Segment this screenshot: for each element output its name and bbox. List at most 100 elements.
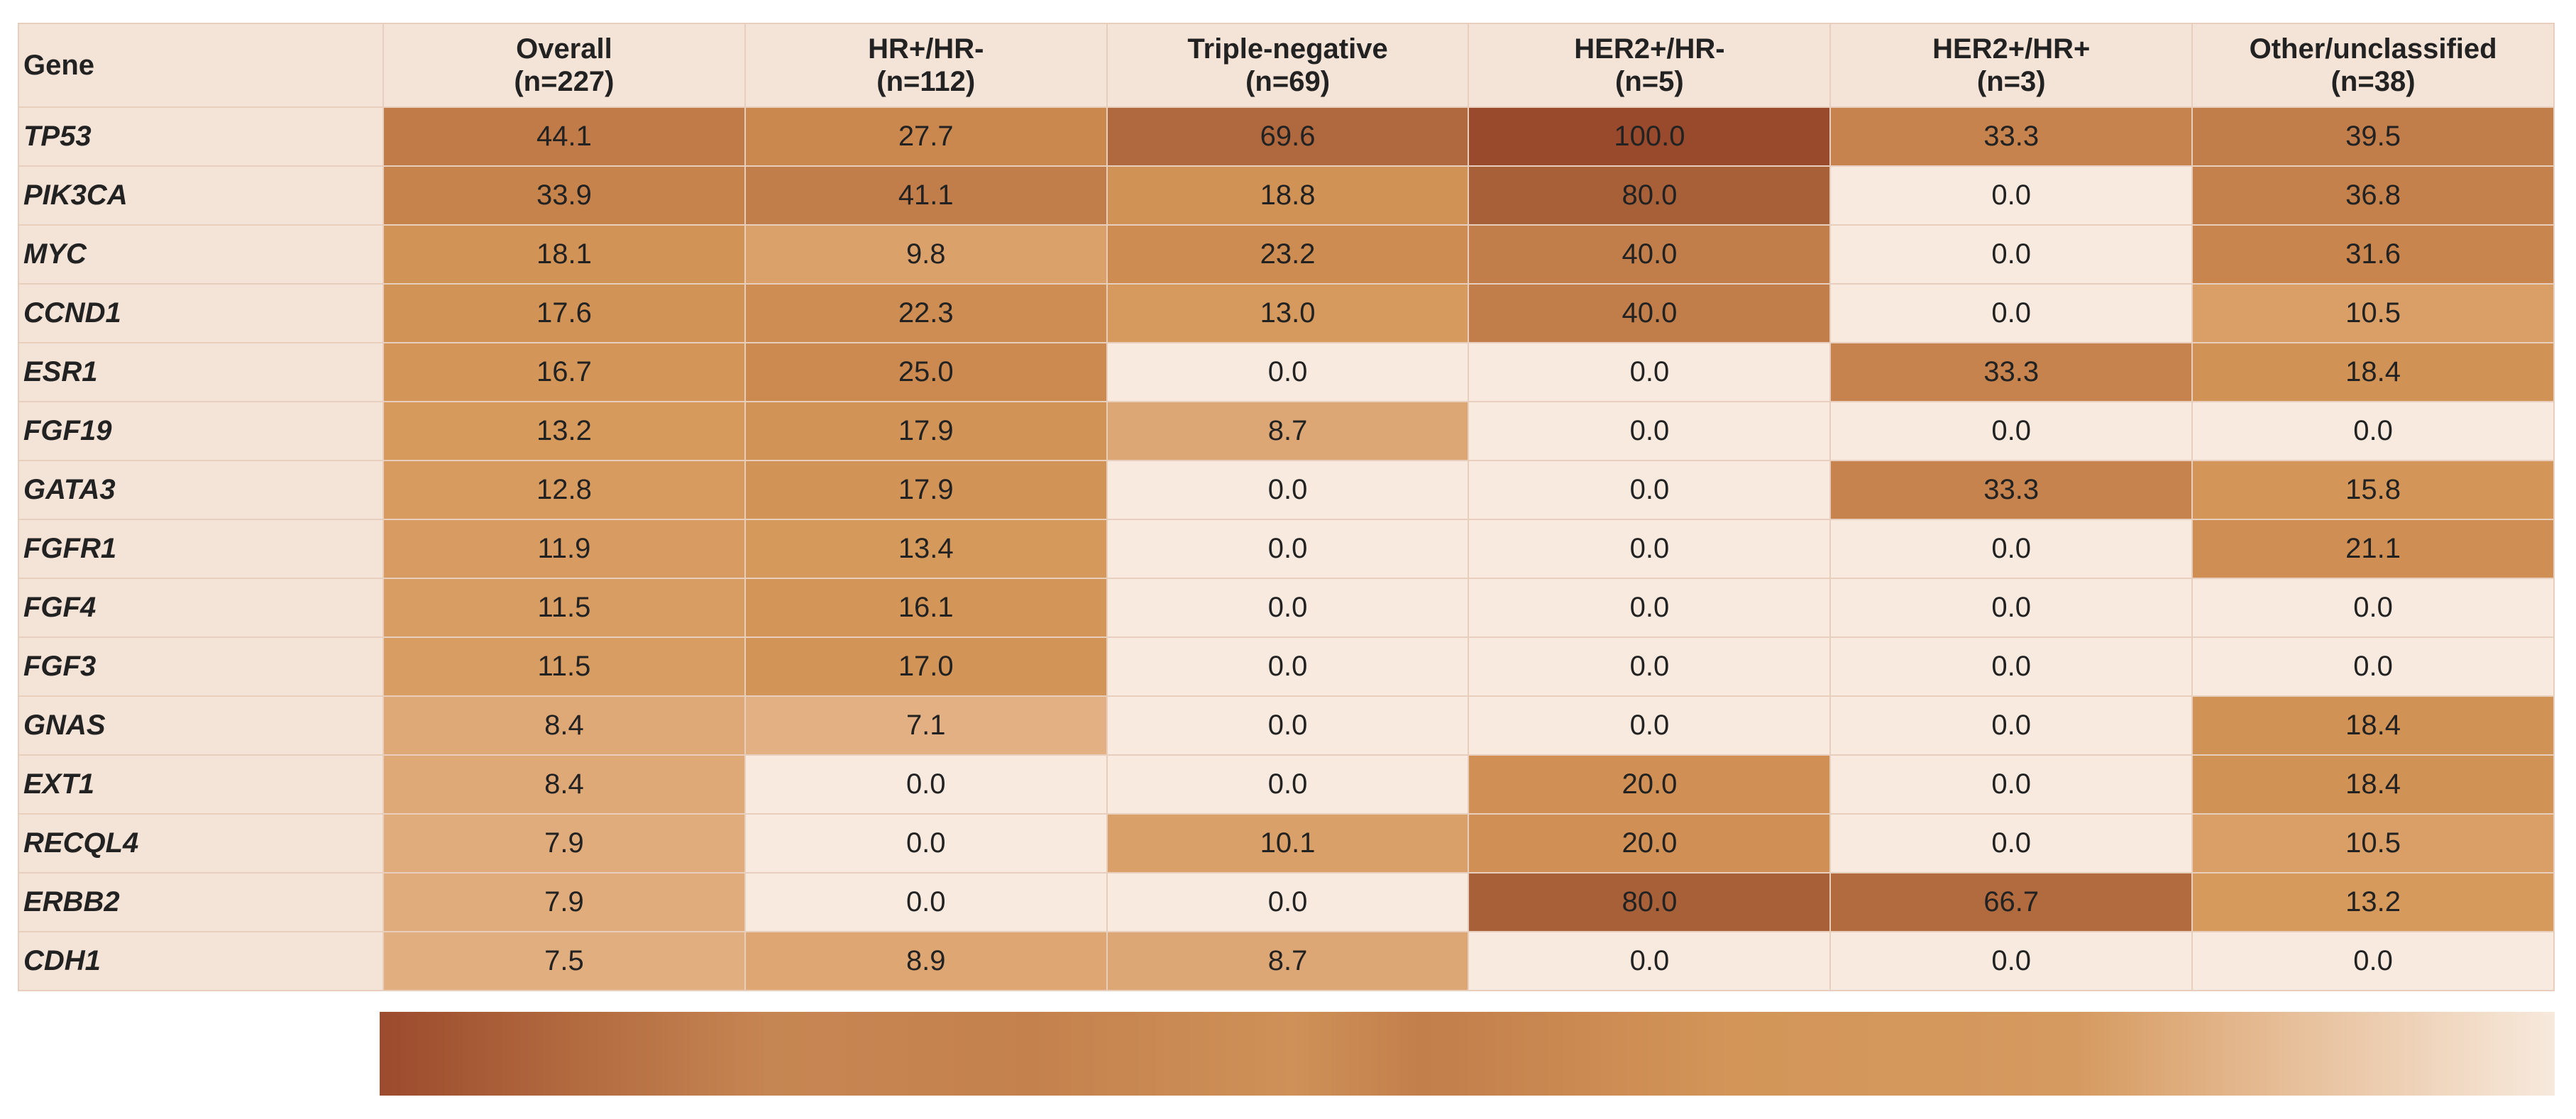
value-cell: 22.3	[744, 283, 1108, 343]
value-cell: 33.3	[1829, 106, 2194, 167]
value-cell: 0.0	[1468, 695, 1832, 756]
value-cell: 0.0	[744, 754, 1108, 815]
gene-name: GNAS	[18, 695, 384, 756]
value-cell: 16.1	[744, 578, 1108, 638]
color-scale-bar	[380, 1012, 2555, 1096]
value-cell: 0.0	[1106, 636, 1470, 697]
gene-name: TP53	[18, 106, 384, 167]
value-cell: 31.6	[2191, 224, 2555, 285]
value-cell: 0.0	[1829, 283, 2194, 343]
value-cell: 0.0	[1468, 519, 1832, 579]
value-cell: 8.4	[382, 754, 746, 815]
value-cell: 0.0	[2191, 931, 2555, 991]
value-cell: 0.0	[744, 872, 1108, 932]
value-cell: 0.0	[1829, 695, 2194, 756]
value-cell: 17.9	[744, 460, 1108, 520]
value-cell: 11.5	[382, 578, 746, 638]
value-cell: 10.5	[2191, 283, 2555, 343]
gene-name: EXT1	[18, 754, 384, 815]
table-row: TP53 44.1 27.7 69.6 100.0 33.3 39.5	[18, 106, 2555, 167]
value-cell: 13.4	[744, 519, 1108, 579]
value-cell: 8.9	[744, 931, 1108, 991]
table-row: MYC 18.1 9.8 23.2 40.0 0.0 31.6	[18, 224, 2555, 285]
value-cell: 0.0	[1468, 460, 1832, 520]
value-cell: 15.8	[2191, 460, 2555, 520]
value-cell: 0.0	[2191, 636, 2555, 697]
gene-name: FGF3	[18, 636, 384, 697]
value-cell: 20.0	[1468, 813, 1832, 873]
value-cell: 18.4	[2191, 695, 2555, 756]
value-cell: 0.0	[1106, 460, 1470, 520]
gene-name: FGF19	[18, 401, 384, 461]
value-cell: 33.9	[382, 165, 746, 226]
value-cell: 18.4	[2191, 754, 2555, 815]
value-cell: 8.7	[1106, 931, 1470, 991]
value-cell: 18.1	[382, 224, 746, 285]
table-row: CCND1 17.6 22.3 13.0 40.0 0.0 10.5	[18, 283, 2555, 343]
value-cell: 0.0	[1829, 813, 2194, 873]
gene-name: CCND1	[18, 283, 384, 343]
header-row: Gene Overall (n=227) HR+/HR- (n=112) Triple…	[18, 23, 2555, 108]
gene-name: MYC	[18, 224, 384, 285]
gene-name: PIK3CA	[18, 165, 384, 226]
table-row: FGF4 11.5 16.1 0.0 0.0 0.0 0.0	[18, 578, 2555, 638]
value-cell: 9.8	[744, 224, 1108, 285]
value-cell: 18.8	[1106, 165, 1470, 226]
table-row: EXT1 8.4 0.0 0.0 20.0 0.0 18.4	[18, 754, 2555, 815]
value-cell: 66.7	[1829, 872, 2194, 932]
column-header: HER2+/HR- (n=5)	[1468, 23, 1832, 108]
value-cell: 7.1	[744, 695, 1108, 756]
value-cell: 0.0	[1106, 519, 1470, 579]
value-cell: 0.0	[1106, 342, 1470, 402]
table-row: FGF19 13.2 17.9 8.7 0.0 0.0 0.0	[18, 401, 2555, 461]
table-row: RECQL4 7.9 0.0 10.1 20.0 0.0 10.5	[18, 813, 2555, 873]
value-cell: 0.0	[2191, 578, 2555, 638]
value-cell: 17.9	[744, 401, 1108, 461]
value-cell: 100.0	[1468, 106, 1832, 167]
value-cell: 0.0	[1468, 636, 1832, 697]
gene-name: FGF4	[18, 578, 384, 638]
column-header: Triple-negative (n=69)	[1106, 23, 1470, 108]
value-cell: 0.0	[1106, 578, 1470, 638]
value-cell: 0.0	[1829, 165, 2194, 226]
gene-name: RECQL4	[18, 813, 384, 873]
value-cell: 0.0	[1468, 578, 1832, 638]
value-cell: 0.0	[2191, 401, 2555, 461]
table-row: CDH1 7.5 8.9 8.7 0.0 0.0 0.0	[18, 931, 2555, 991]
value-cell: 7.5	[382, 931, 746, 991]
value-cell: 0.0	[1468, 342, 1832, 402]
gene-header: Gene	[18, 23, 384, 108]
value-cell: 0.0	[1829, 401, 2194, 461]
value-cell: 16.7	[382, 342, 746, 402]
table-row: ESR1 16.7 25.0 0.0 0.0 33.3 18.4	[18, 342, 2555, 402]
value-cell: 25.0	[744, 342, 1108, 402]
table-row: ERBB2 7.9 0.0 0.0 80.0 66.7 13.2	[18, 872, 2555, 932]
gene-name: GATA3	[18, 460, 384, 520]
value-cell: 41.1	[744, 165, 1108, 226]
value-cell: 0.0	[1829, 754, 2194, 815]
value-cell: 0.0	[744, 813, 1108, 873]
heatmap-table: Gene Overall (n=227) HR+/HR- (n=112) Triple…	[18, 23, 2555, 991]
value-cell: 21.1	[2191, 519, 2555, 579]
value-cell: 80.0	[1468, 872, 1832, 932]
column-header: Other/unclassified (n=38)	[2191, 23, 2555, 108]
value-cell: 8.4	[382, 695, 746, 756]
value-cell: 39.5	[2191, 106, 2555, 167]
table-row: FGFR1 11.9 13.4 0.0 0.0 0.0 21.1	[18, 519, 2555, 579]
value-cell: 0.0	[1829, 519, 2194, 579]
value-cell: 27.7	[744, 106, 1108, 167]
value-cell: 18.4	[2191, 342, 2555, 402]
value-cell: 0.0	[1829, 636, 2194, 697]
value-cell: 7.9	[382, 813, 746, 873]
gene-name: CDH1	[18, 931, 384, 991]
value-cell: 69.6	[1106, 106, 1470, 167]
value-cell: 40.0	[1468, 224, 1832, 285]
gene-name: FGFR1	[18, 519, 384, 579]
value-cell: 40.0	[1468, 283, 1832, 343]
gene-name: ERBB2	[18, 872, 384, 932]
value-cell: 23.2	[1106, 224, 1470, 285]
value-cell: 10.5	[2191, 813, 2555, 873]
table-body: TP53 44.1 27.7 69.6 100.0 33.3 39.5 PIK3CA 33.9 4…	[18, 106, 2555, 991]
value-cell: 80.0	[1468, 165, 1832, 226]
